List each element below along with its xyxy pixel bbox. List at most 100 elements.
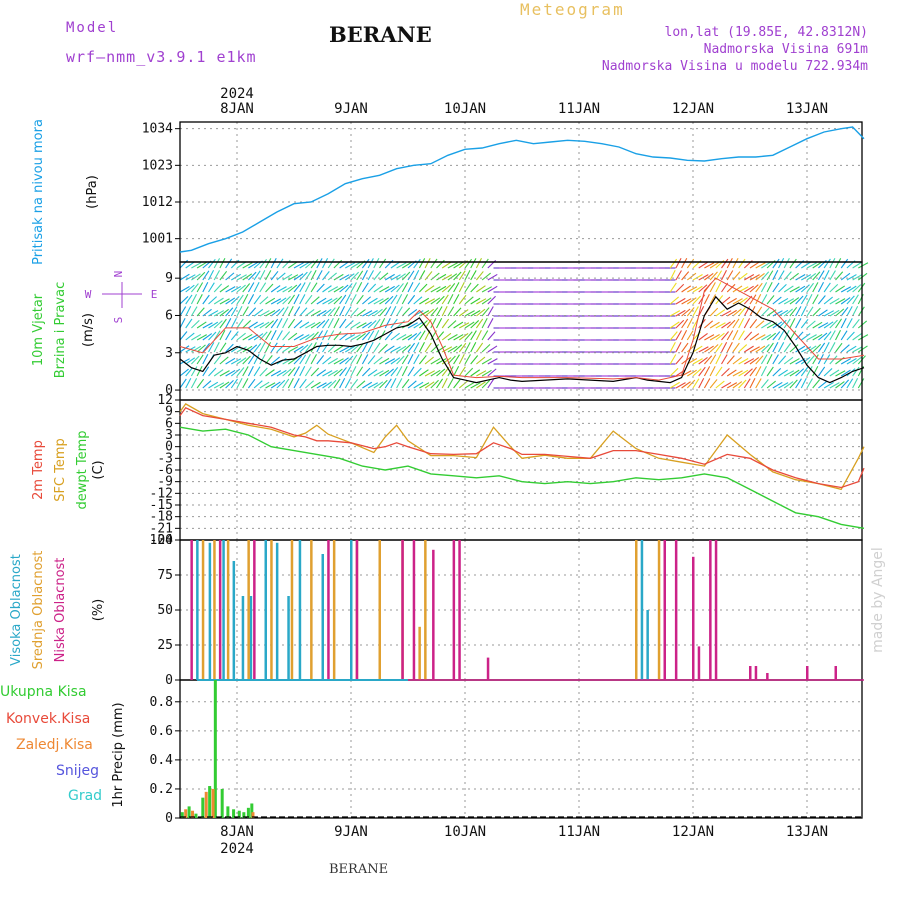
wind-barb xyxy=(475,342,484,353)
x-day-label-bottom: 13JAN xyxy=(786,824,828,840)
wind-barb xyxy=(806,334,817,341)
wind-barb xyxy=(362,367,371,377)
wind-barb xyxy=(704,273,714,281)
wind-barb xyxy=(430,272,440,281)
wind-barb xyxy=(310,258,319,269)
wind-barb xyxy=(413,321,424,329)
wind-barb xyxy=(361,354,369,365)
wind-barb xyxy=(669,310,681,317)
mid-cloud-bar xyxy=(418,626,421,680)
wind-barb xyxy=(738,379,747,389)
wind-barb xyxy=(430,369,441,377)
wind-barb xyxy=(424,381,435,389)
wind-barb xyxy=(265,382,276,389)
wind-barb xyxy=(304,353,311,365)
wind-barb xyxy=(248,261,259,269)
wind-barb xyxy=(846,318,853,329)
wind-barb xyxy=(299,294,306,305)
wind-barb xyxy=(402,261,412,269)
wind-barb xyxy=(253,353,260,365)
wind-barb xyxy=(190,294,198,305)
wind-barb xyxy=(367,330,375,341)
wind-barb xyxy=(732,342,740,353)
wind-barb xyxy=(430,318,437,329)
wind-barb xyxy=(396,355,405,365)
wind-barb xyxy=(458,270,466,281)
wind-barb xyxy=(783,258,790,269)
wind-barb xyxy=(384,295,394,305)
wind-barb xyxy=(293,273,304,281)
wind-barb xyxy=(835,318,843,329)
wind-barb xyxy=(726,258,733,269)
wind-barb xyxy=(447,273,458,281)
wind-barb xyxy=(675,297,686,305)
wind-barb xyxy=(755,334,766,341)
wind-barb xyxy=(470,369,481,377)
y-tick-label: 0 xyxy=(165,440,173,455)
wind-barb xyxy=(458,294,467,305)
wind-barb xyxy=(464,282,472,293)
wind-barb xyxy=(196,365,203,377)
wind-barb xyxy=(287,284,298,293)
wind-barb xyxy=(817,366,826,377)
wind-barb xyxy=(743,368,753,377)
wind-barb xyxy=(675,283,685,293)
wind-barb xyxy=(293,345,304,353)
wind-barb xyxy=(846,295,855,305)
wind-barb xyxy=(749,318,758,329)
wind-barb xyxy=(772,282,780,293)
wind-barb xyxy=(453,307,462,317)
wind-barb xyxy=(766,342,774,353)
wind-barb xyxy=(179,378,187,389)
wind-barb xyxy=(817,282,824,293)
panel-frame-precip xyxy=(179,679,863,819)
wind-barb xyxy=(350,365,357,377)
wind-barb xyxy=(356,353,363,365)
wind-barb xyxy=(675,330,682,341)
wind-barb xyxy=(783,356,794,365)
wind-barb xyxy=(282,318,289,329)
wind-barb xyxy=(709,307,719,317)
wind-barb xyxy=(259,321,270,329)
wind-barb xyxy=(470,297,481,305)
high-cloud-bar xyxy=(646,610,649,680)
low-cloud-bar xyxy=(674,540,678,680)
wind-barb xyxy=(726,382,738,389)
wind-barb xyxy=(384,358,396,365)
wind-barb xyxy=(287,367,296,377)
wind-barb xyxy=(213,320,223,329)
y-tick-label: 6 xyxy=(165,416,173,431)
wind-barb xyxy=(196,261,207,269)
wind-barb xyxy=(852,333,862,341)
wind-barb xyxy=(418,355,427,365)
strat-precip-bar xyxy=(184,809,188,818)
wind-barb xyxy=(686,272,697,281)
wind-barb xyxy=(738,358,749,365)
total-precip-bar xyxy=(187,806,191,818)
wind-barb xyxy=(373,329,380,341)
wind-barb xyxy=(481,343,491,353)
wind-barb xyxy=(755,293,762,305)
low-cloud-bar xyxy=(355,540,359,680)
wind-barb xyxy=(681,342,689,353)
wind-barb xyxy=(840,306,849,317)
wind-barb xyxy=(304,294,313,305)
wind-barb xyxy=(726,297,737,305)
total-precip-bar xyxy=(226,806,230,818)
low-cloud-bar xyxy=(766,673,769,680)
wind-barb xyxy=(419,283,428,293)
wind-barb xyxy=(356,294,364,305)
wind-barb xyxy=(681,271,690,281)
wind-barb xyxy=(436,273,447,281)
wind-barb xyxy=(783,329,790,341)
wind-barb xyxy=(367,355,376,365)
wind-barb xyxy=(248,321,258,329)
wind-barb xyxy=(726,342,733,353)
wind-barb xyxy=(361,342,369,353)
wind-unit: (m/s) xyxy=(81,313,96,347)
wind-barb xyxy=(230,331,239,341)
wind-barb xyxy=(806,366,813,377)
low-cloud-bar xyxy=(401,540,404,680)
wind-barb xyxy=(322,308,332,317)
